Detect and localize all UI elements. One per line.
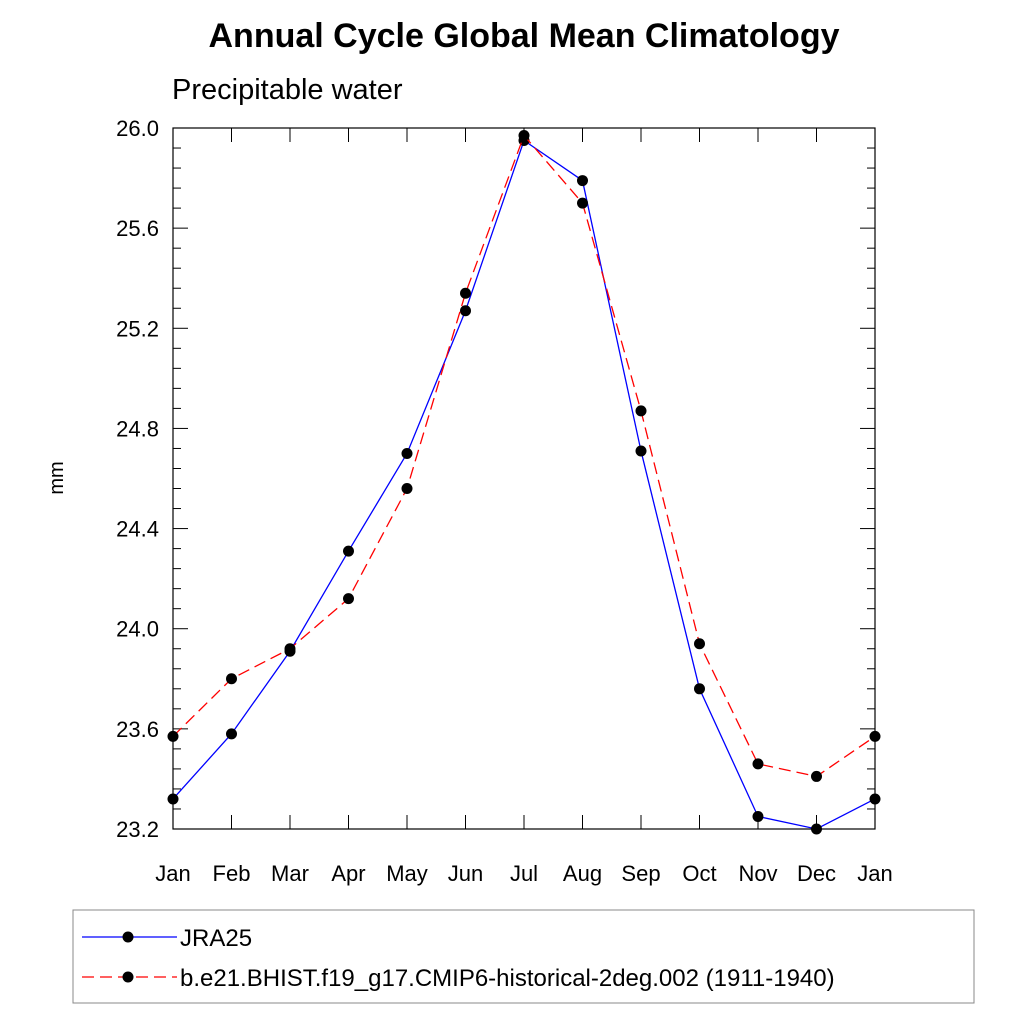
data-point: [869, 730, 881, 742]
plot-area: [167, 130, 881, 835]
y-tick-label: 24.4: [116, 517, 159, 542]
y-tick-label: 23.6: [116, 717, 159, 742]
data-point: [460, 287, 471, 299]
chart-title: Annual Cycle Global Mean Climatology: [209, 17, 840, 55]
data-point: [460, 305, 471, 317]
x-tick-label: Jun: [448, 861, 483, 886]
legend-box: [72, 909, 975, 1004]
y-tick-label: 24.0: [116, 617, 159, 642]
x-tick-label: Aug: [563, 861, 602, 886]
data-point: [752, 810, 764, 822]
data-point: [752, 758, 764, 770]
y-tick-label: 25.2: [116, 316, 159, 341]
data-point: [518, 130, 530, 142]
x-tick-label: Jan: [155, 861, 190, 886]
data-point: [226, 673, 237, 685]
data-point: [577, 175, 588, 187]
x-tick-label: Jul: [510, 861, 538, 886]
data-point: [694, 683, 705, 695]
legend: JRA25 b.e21.BHIST.f19_g17.CMIP6-historica…: [72, 909, 975, 1004]
data-point: [869, 793, 881, 805]
data-point: [343, 593, 354, 605]
data-point: [811, 770, 822, 782]
x-tick-label: Jan: [857, 861, 892, 886]
data-point: [343, 545, 354, 557]
x-tick-label: Feb: [213, 861, 251, 886]
legend-label-1: JRA25: [180, 925, 252, 952]
data-point: [694, 638, 705, 650]
series-line-2: [172, 134, 876, 778]
data-point: [401, 447, 413, 459]
legend-label-2: b.e21.BHIST.f19_g17.CMIP6-historical-2de…: [180, 965, 835, 992]
data-point: [284, 643, 296, 655]
data-point: [635, 445, 647, 457]
x-tick-label: Sep: [621, 861, 660, 886]
x-tick-label: Dec: [797, 861, 836, 886]
data-point: [401, 483, 413, 495]
series-line-1: [172, 139, 876, 830]
axes: Jan Feb Mar Apr May Jun Jul Aug Sep Oct Nov Dec Jan 2…: [116, 116, 893, 886]
y-tick-label: 25.6: [116, 216, 159, 241]
x-tick-label: Mar: [271, 861, 309, 886]
legend-marker-1: [122, 931, 134, 943]
x-tick-label: Nov: [738, 861, 777, 886]
y-tick-label: 26.0: [116, 116, 159, 141]
data-point: [577, 197, 588, 209]
data-point: [635, 405, 647, 417]
data-point: [226, 728, 237, 740]
chart-subtitle: Precipitable water: [172, 74, 403, 106]
x-tick-label: Oct: [682, 861, 716, 886]
data-point: [167, 793, 179, 805]
plot-frame: [172, 127, 876, 830]
y-tick-label: 24.8: [116, 416, 159, 441]
x-tick-label: May: [386, 861, 428, 886]
data-point: [167, 730, 179, 742]
y-tick-label: 23.2: [116, 817, 159, 842]
legend-marker-2: [122, 971, 134, 983]
x-tick-label: Apr: [331, 861, 365, 886]
y-axis-label: mm: [46, 461, 68, 494]
data-point: [811, 823, 822, 835]
